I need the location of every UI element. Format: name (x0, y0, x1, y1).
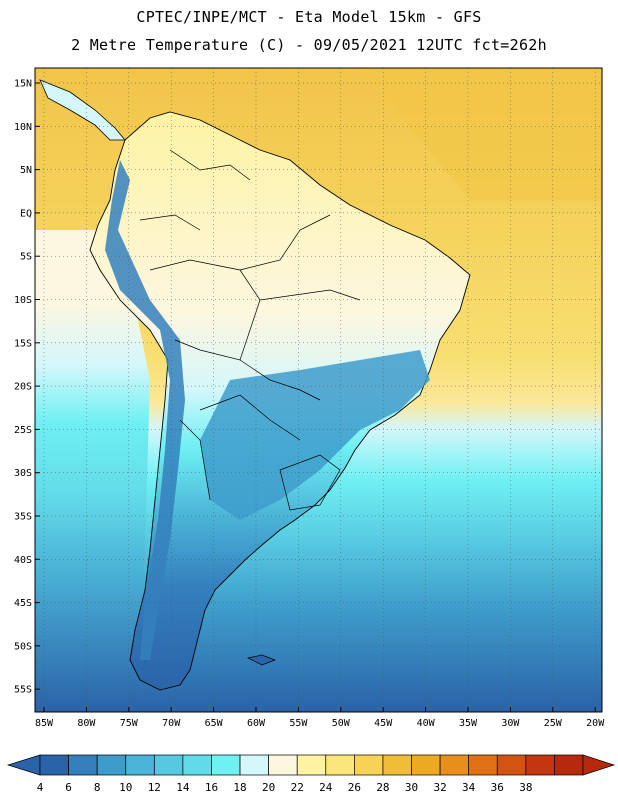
colorbar-swatch (468, 754, 498, 776)
colorbar-swatch (325, 754, 355, 776)
pacific-temperature-field (35, 230, 150, 712)
colorbar-swatch (96, 754, 127, 776)
colorbar-swatch (239, 754, 269, 776)
lat-tick-label: 55S (14, 685, 32, 696)
lon-tick-label: 55W (289, 718, 308, 729)
colorbar-label: 6 (65, 781, 72, 794)
lat-tick-label: 25S (14, 425, 32, 436)
colorbar-label: 14 (176, 781, 190, 794)
lat-tick-label: 35S (14, 512, 32, 523)
latitude-ticks: 15N 10N 5N EQ 5S 10S 15S 20S 25S 30S 35S 40S 45S 50S 5… (14, 79, 40, 696)
colorbar-label: 16 (205, 781, 218, 794)
map-title-line-1: CPTEC/INPE/MCT - Eta Model 15km - GFS (136, 8, 482, 26)
lon-tick-label: 30W (501, 718, 520, 729)
colorbar-swatch (296, 754, 327, 776)
colorbar-swatch (439, 754, 470, 776)
lon-tick-label: 60W (247, 718, 266, 729)
colorbar: 4 6 8 10 12 14 16 18 20 22 24 26 28 30 32 34 36 38 (6, 754, 616, 794)
longitude-ticks: 85W 80W 75W 70W 65W 60W 55W 50W 45W 40W 35W 30W 25W 2… (35, 707, 605, 729)
lon-tick-label: 75W (120, 718, 139, 729)
colorbar-label: 28 (376, 781, 389, 794)
map-frame (34, 67, 603, 713)
colorbar-swatch (153, 754, 184, 776)
country-borders (139, 149, 361, 511)
map-title-line-2: 2 Metre Temperature (C) - 09/05/2021 12U… (71, 36, 547, 54)
lon-tick-label: 25W (544, 718, 563, 729)
colorbar-label: 10 (119, 781, 132, 794)
colorbar-swatch (125, 754, 155, 776)
graticule (35, 68, 602, 712)
colorbar-label: 36 (491, 781, 504, 794)
lon-tick-label: 45W (374, 718, 393, 729)
lat-tick-label: 5S (20, 252, 32, 263)
southern-cold-region (200, 350, 430, 520)
colorbar-swatch (211, 754, 241, 776)
colorbar-swatch (182, 754, 212, 776)
colorbar-swatch (525, 754, 555, 776)
colorbar-label: 12 (148, 781, 161, 794)
lat-tick-label: 30S (14, 468, 32, 479)
colorbar-label: 38 (519, 781, 532, 794)
warm-band (360, 68, 602, 200)
lat-tick-label: 10S (14, 295, 32, 306)
colorbar-label: 30 (405, 781, 418, 794)
lon-tick-label: 70W (162, 718, 181, 729)
lon-tick-label: 40W (417, 718, 436, 729)
lat-tick-label: 50S (14, 641, 32, 652)
map-field (35, 68, 602, 712)
colorbar-swatch (554, 754, 584, 776)
colorbar-swatch (496, 754, 527, 776)
lon-tick-label: 50W (332, 718, 351, 729)
central-america-land (39, 79, 126, 141)
colorbar-label: 20 (262, 781, 275, 794)
colorbar-label: 34 (462, 781, 476, 794)
colorbar-label: 8 (94, 781, 101, 794)
lon-tick-label: 80W (77, 718, 96, 729)
colorbar-right-arrow (582, 754, 616, 776)
colorbar-swatch (68, 754, 98, 776)
colorbar-label: 22 (291, 781, 304, 794)
colorbar-label: 18 (233, 781, 246, 794)
colorbar-label: 32 (433, 781, 446, 794)
colorbar-label: 26 (348, 781, 361, 794)
colorbar-label: 24 (319, 781, 333, 794)
colorbar-label: 4 (37, 781, 44, 794)
andes-cold-region (105, 160, 185, 660)
colorbar-swatch (39, 754, 69, 776)
falkland-islands (246, 654, 276, 666)
lat-tick-label: 40S (14, 555, 32, 566)
lat-tick-label: 10N (14, 122, 32, 133)
lat-tick-label: 5N (20, 165, 32, 176)
lon-tick-label: 65W (205, 718, 224, 729)
lat-tick-label: 15N (14, 79, 32, 90)
colorbar-swatch (354, 754, 384, 776)
colorbar-left-arrow (6, 754, 41, 776)
lat-tick-label: 15S (14, 338, 32, 349)
colorbar-swatch (411, 754, 441, 776)
colorbar-swatch (382, 754, 412, 776)
lat-tick-label: EQ (20, 208, 32, 219)
lon-tick-label: 35W (459, 718, 478, 729)
lat-tick-label: 20S (14, 382, 32, 393)
lon-tick-label: 85W (35, 718, 54, 729)
lat-tick-label: 45S (14, 598, 32, 609)
colorbar-swatch (268, 754, 298, 776)
lon-tick-label: 20W (586, 718, 605, 729)
